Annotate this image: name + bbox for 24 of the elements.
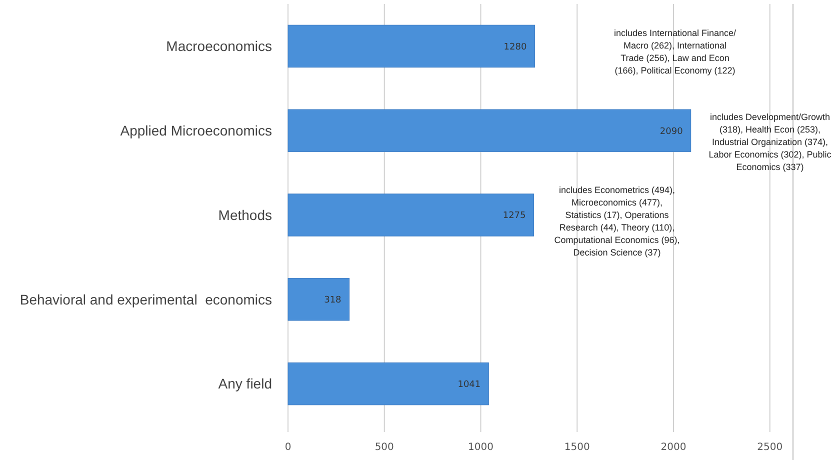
bar (288, 278, 350, 321)
y-tick-label: Macroeconomics (166, 38, 272, 54)
y-tick-label: Behavioral and experimental economics (20, 291, 272, 308)
annotation: includes Development/Growth (318), Health Econ (253), Industrial Organization (374), Labor Economics (302), Public Economics (337) (708, 112, 832, 172)
data-label: 1275 (502, 211, 526, 222)
data-label: 318 (324, 296, 342, 306)
data-label: 1280 (504, 42, 527, 52)
x-tick-label: 2500 (757, 442, 783, 453)
annotation: includes Econometrics (494), Microeconomics (477), Statistics (17), Operations Research (44), Theory (110), Computational Economics (96), Decision Science (37) (554, 185, 680, 258)
x-tick-label: 1500 (564, 442, 590, 453)
bar (288, 194, 534, 236)
bar (288, 362, 489, 406)
bar (288, 109, 692, 152)
data-label: 2090 (660, 126, 684, 137)
y-tick-label: Methods (218, 206, 272, 223)
x-tick-label: 0 (284, 442, 292, 453)
x-tick-label: 500 (374, 442, 394, 453)
annotation: includes International Finance/ Macro (262), International Trade (256), Law and Econ (166), Political Economy (122) (614, 28, 737, 76)
bar (288, 24, 535, 68)
y-tick-label: Any field (218, 376, 272, 392)
x-tick-label: 2000 (660, 442, 686, 453)
x-tick-label: 1000 (468, 442, 494, 453)
data-label: 1041 (458, 380, 481, 390)
y-tick-label: Applied Microeconomics (120, 122, 272, 138)
